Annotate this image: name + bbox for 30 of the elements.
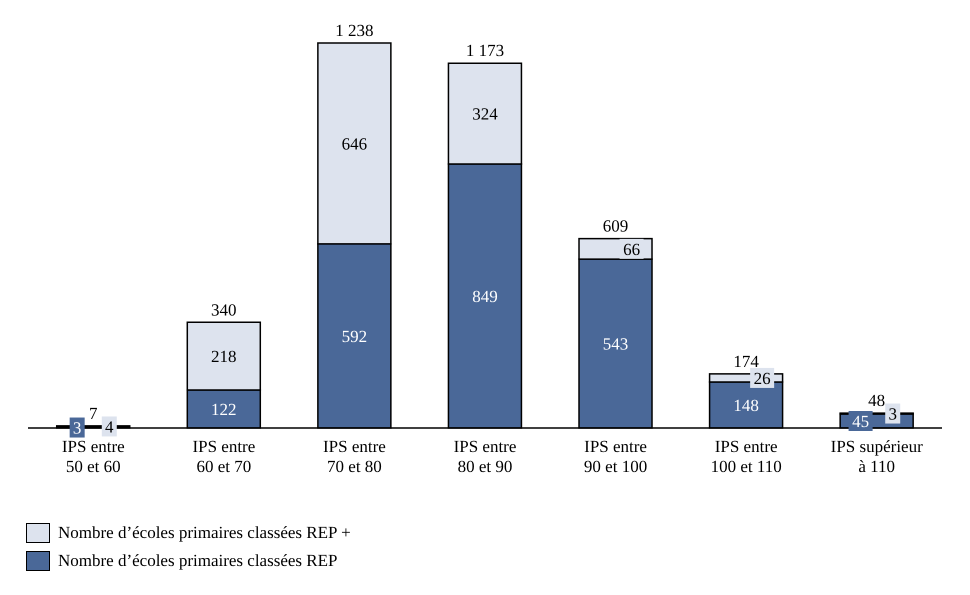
data-label: 646 xyxy=(342,134,368,154)
x-tick-label: IPS entre 60 et 70 xyxy=(192,437,256,476)
x-tick-label: IPS entre 70 et 80 xyxy=(323,437,386,476)
total-label: 48 xyxy=(868,391,886,410)
total-label: 174 xyxy=(733,352,760,371)
data-label: 4 xyxy=(105,417,114,436)
data-label: 849 xyxy=(472,286,498,306)
data-label: 3 xyxy=(72,418,82,438)
total-label: 7 xyxy=(88,404,98,423)
data-label: 66 xyxy=(623,240,640,259)
x-tick-label: IPS entre 100 et 110 xyxy=(710,437,782,476)
data-label: 26 xyxy=(754,368,771,388)
legend-label: Nombre d’écoles primaires classées REP xyxy=(58,551,338,571)
data-label: 148 xyxy=(733,396,759,415)
x-tick-label: IPS entre 50 et 60 xyxy=(62,437,125,476)
total-label: 1 238 xyxy=(335,21,374,40)
x-tick-label: IPS entre 90 et 100 xyxy=(584,437,648,476)
data-label: 3 xyxy=(888,404,897,424)
data-label: 324 xyxy=(472,104,498,124)
x-tick-label: IPS entre 80 et 90 xyxy=(454,437,516,476)
x-tick-label: IPS supérieur à 110 xyxy=(830,437,924,476)
data-label: 122 xyxy=(211,400,237,420)
data-label: 592 xyxy=(342,326,368,346)
legend-label: Nombre d’écoles primaires classées REP + xyxy=(58,523,351,543)
total-label: 1 173 xyxy=(466,41,504,60)
data-label: 218 xyxy=(211,347,237,366)
total-label: 609 xyxy=(602,216,628,236)
data-label: 45 xyxy=(852,412,870,432)
total-label: 340 xyxy=(211,300,237,320)
data-label: 543 xyxy=(602,334,628,354)
